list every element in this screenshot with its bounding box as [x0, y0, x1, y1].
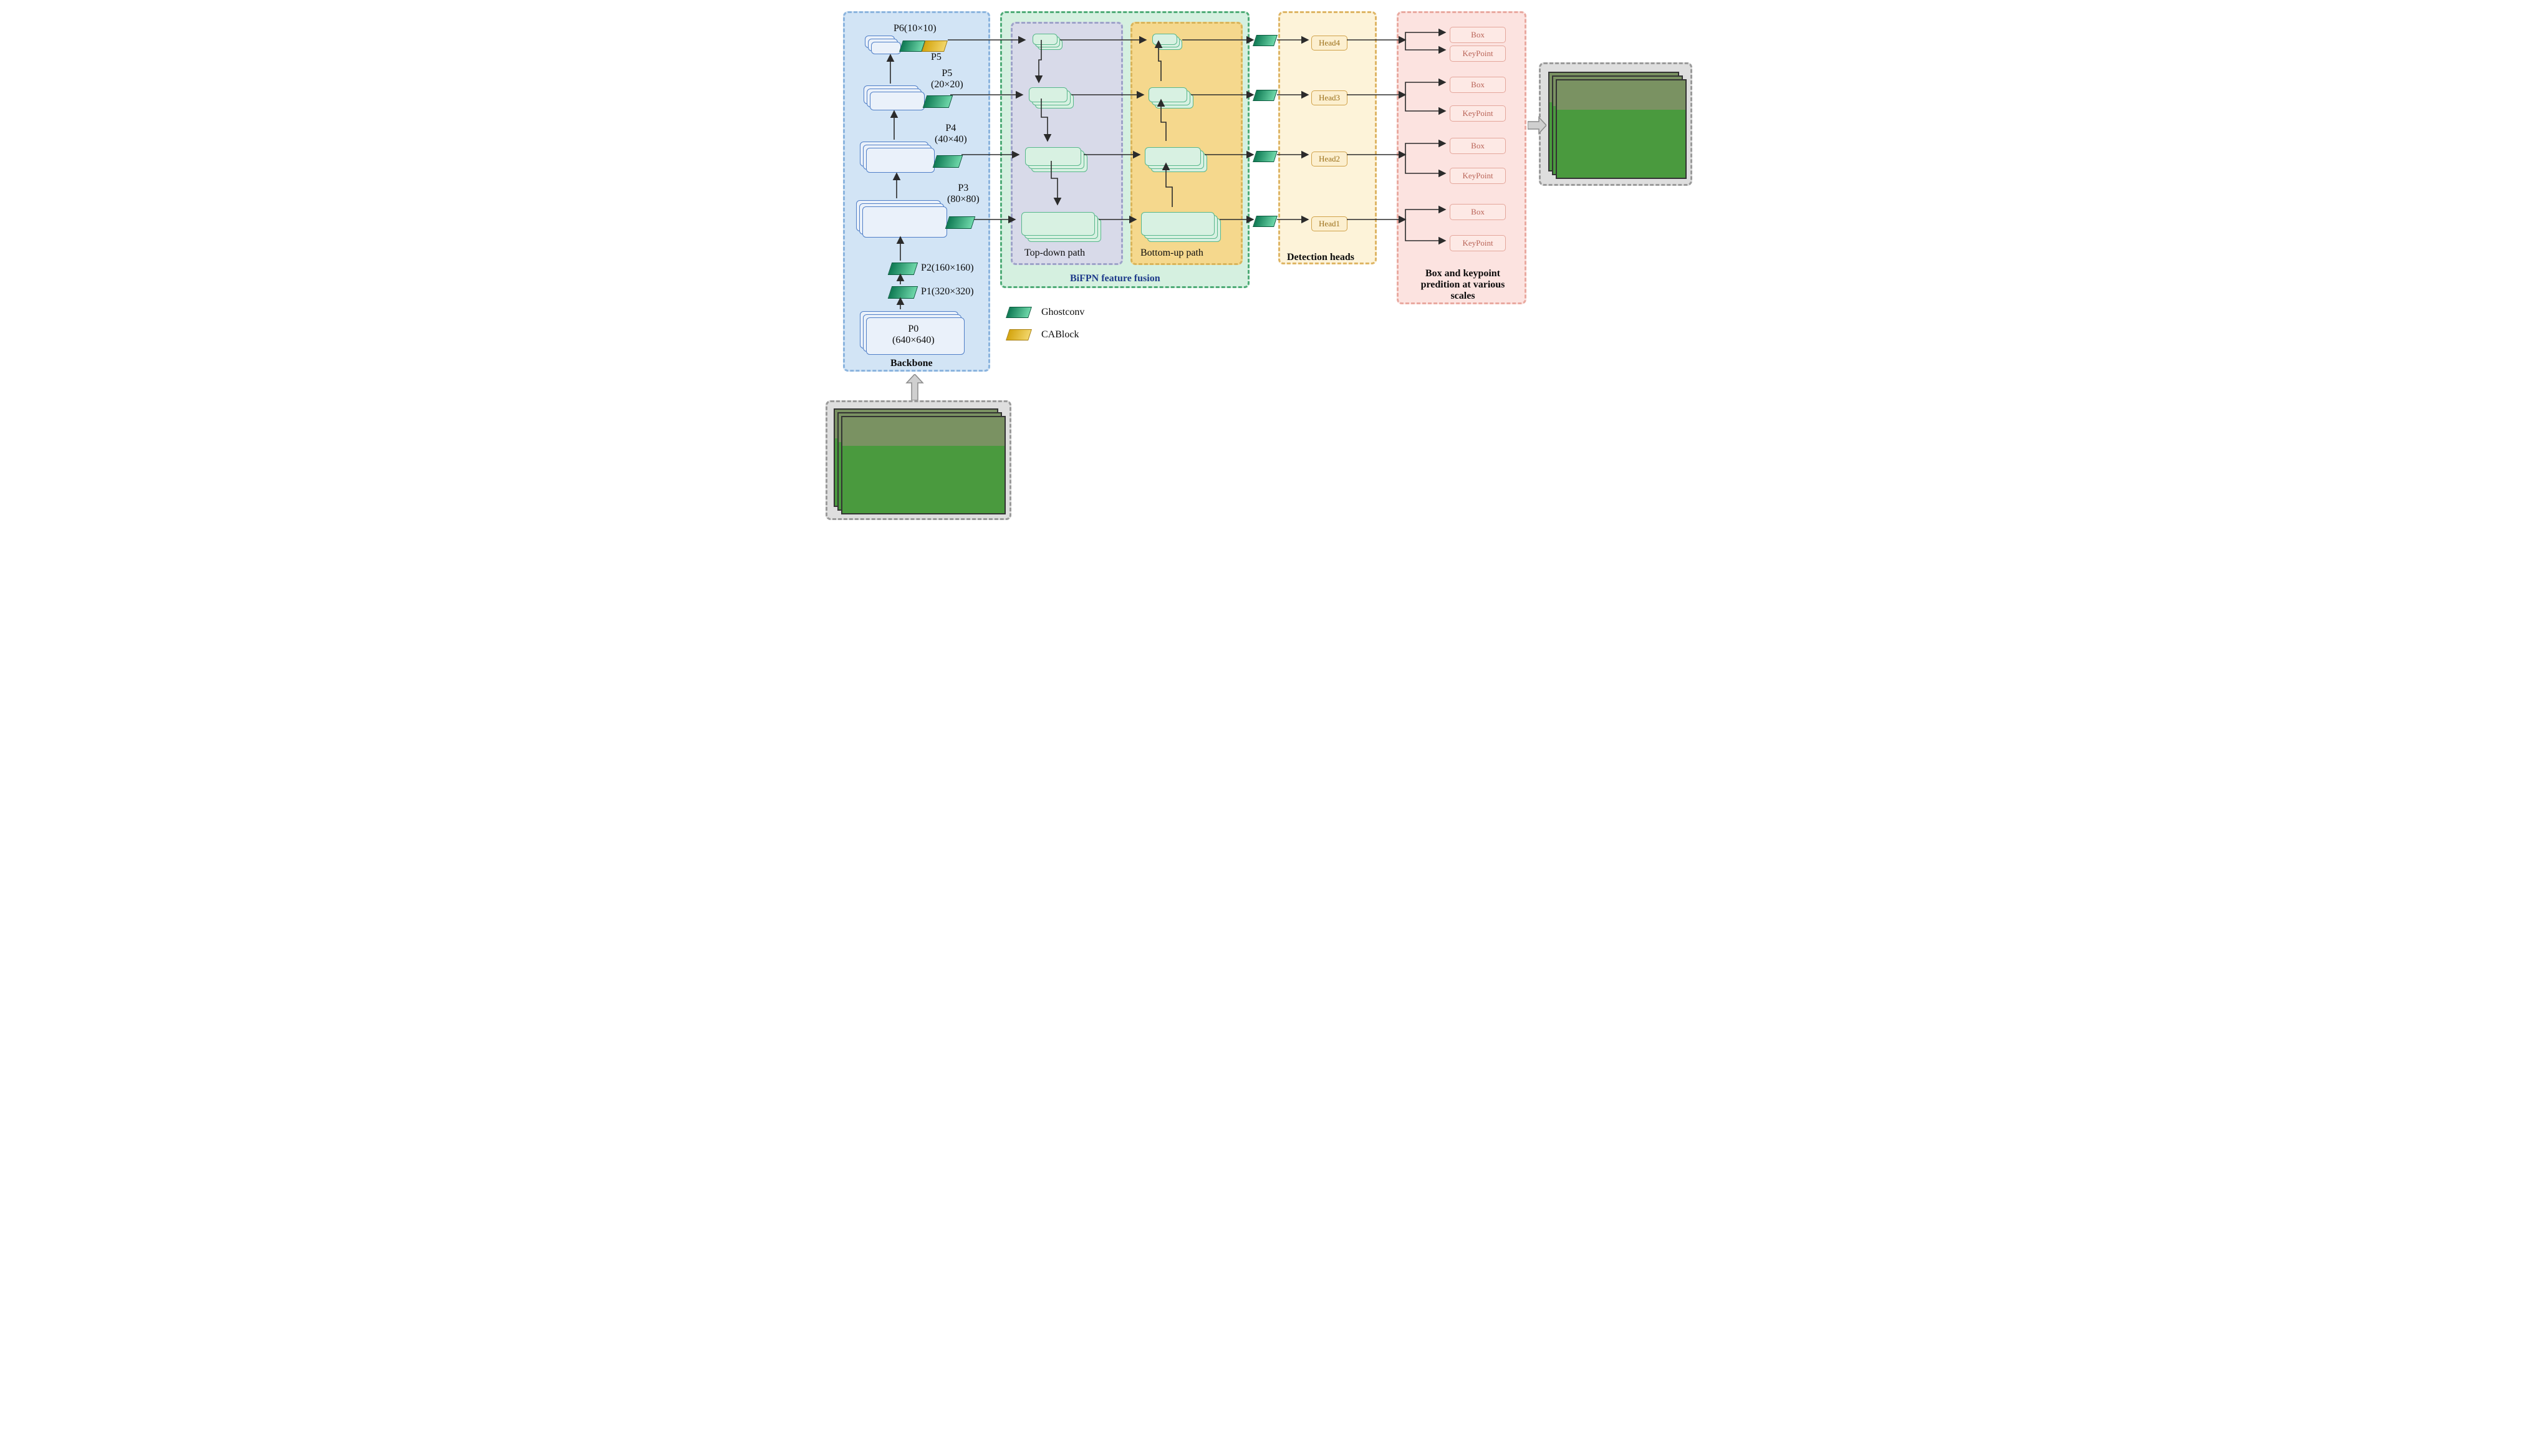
p6-cablock [922, 41, 948, 52]
ghost-out-5 [1253, 90, 1278, 101]
head2: Head2 [1311, 152, 1347, 166]
bottomup-panel [1130, 22, 1243, 265]
p4-ghost [933, 155, 963, 168]
pred-box-4: Box [1450, 27, 1506, 43]
prediction-panel: Box KeyPoint Box KeyPoint Box KeyPoint B… [1397, 11, 1526, 304]
pred-box-1: Box [1450, 204, 1506, 220]
pred-label: Box and keypoint predition at various sc… [1413, 268, 1513, 302]
p5-label: P5 (20×20) [931, 68, 963, 90]
detection-heads-panel: Head4 Head3 Head2 Head1 [1278, 11, 1377, 264]
head1: Head1 [1311, 216, 1347, 231]
p4-stack [860, 142, 935, 173]
pred-box-2: Box [1450, 138, 1506, 154]
head3: Head3 [1311, 90, 1347, 105]
bifpn-label: BiFPN feature fusion [1070, 273, 1160, 284]
ghost-out-4 [1253, 151, 1278, 162]
p5-stack [864, 85, 925, 110]
pred-kp-3: KeyPoint [1450, 105, 1506, 122]
legend-ca-label: CABlock [1041, 329, 1079, 340]
output-arrow [1528, 116, 1546, 135]
topdown-panel [1011, 22, 1123, 265]
pred-box-3: Box [1450, 77, 1506, 93]
head4: Head4 [1311, 36, 1347, 51]
ghost-out-3 [1253, 216, 1278, 227]
p5-ghost [923, 95, 953, 108]
p1-label: P1(320×320) [921, 286, 974, 297]
topdown-label: Top-down path [1024, 248, 1085, 259]
pred-kp-1: KeyPoint [1450, 235, 1506, 251]
output-image-panel [1539, 62, 1692, 186]
p3-stack [856, 200, 947, 238]
p5-sublabel: P5 [931, 52, 942, 63]
pred-kp-4: KeyPoint [1450, 46, 1506, 62]
legend-ghost-label: Ghostconv [1041, 307, 1084, 318]
p1-ghost [888, 286, 918, 299]
ghost-out-6 [1253, 35, 1278, 46]
input-arrow [905, 374, 924, 400]
backbone-label: Backbone [890, 358, 933, 369]
p0-label: P0 (640×640) [892, 324, 935, 346]
input-image-panel [826, 400, 1011, 520]
bifpn-panel: Top-down path Bottom-up path [1000, 11, 1250, 288]
p2-label: P2(160×160) [921, 263, 974, 274]
p4-label: P4 (40×40) [935, 123, 967, 145]
p3-ghost [945, 216, 975, 229]
pred-kp-2: KeyPoint [1450, 168, 1506, 184]
p3-label: P3 (80×80) [947, 183, 980, 205]
legend-ca-icon [1006, 329, 1032, 340]
p2-ghost [888, 263, 918, 275]
p6-stack [865, 36, 901, 54]
legend-ghost-icon [1006, 307, 1032, 318]
bottomup-label: Bottom-up path [1140, 248, 1203, 259]
detheads-label: Detection heads [1287, 252, 1354, 263]
p6-label: P6(10×10) [894, 23, 937, 34]
diagram-canvas: P0 (640×640) P1(320×320) P2(160×160) P3 … [817, 0, 1727, 524]
backbone-panel: P0 (640×640) P1(320×320) P2(160×160) P3 … [843, 11, 990, 372]
